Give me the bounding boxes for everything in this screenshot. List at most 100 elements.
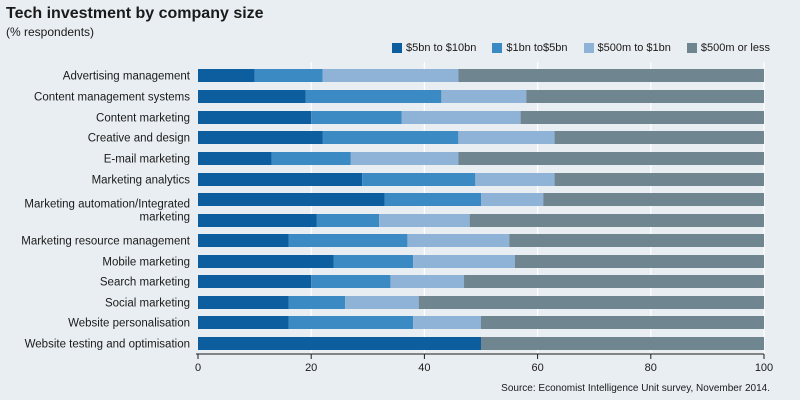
chart-title: Tech investment by company size (6, 5, 264, 22)
bar-segment (198, 173, 363, 186)
bar-segment (458, 131, 555, 144)
legend-item-5bn-10bn: $5bn to $10bn (391, 42, 477, 54)
category-label-line: Search marketing (100, 277, 190, 289)
chart-subtitle: (% respondents) (6, 25, 95, 39)
chart-source: Source: Economist Intelligence Unit surv… (501, 383, 770, 394)
category-label-line: Website testing and optimisation (25, 339, 190, 351)
bar-segment (469, 214, 764, 227)
bar-segment (311, 111, 402, 124)
bar-segment (441, 90, 527, 103)
bar-segment (288, 234, 408, 247)
bar-segment (198, 214, 317, 227)
bar-segment (198, 234, 289, 247)
legend-label: $1bn to$5bn (506, 42, 568, 54)
category-label-line: Advertising management (63, 71, 191, 83)
category-label-line: marketing (140, 212, 191, 224)
x-tick-label: 100 (755, 362, 773, 374)
bar-segment (458, 152, 764, 165)
category-label-line: Creative and design (88, 133, 190, 145)
bar-segment (379, 214, 470, 227)
category-label-line: Marketing automation/Integrated (24, 199, 190, 211)
bar-segment (526, 90, 764, 103)
bar-segment (475, 173, 555, 186)
x-tick-label: 60 (531, 362, 543, 374)
legend-swatch (686, 43, 697, 53)
legend-item-500m-1bn: $500m to $1bn (583, 42, 671, 54)
bar-segment (316, 214, 380, 227)
category-label: Advertising management (63, 71, 191, 83)
bar-segment (271, 152, 351, 165)
bar-segment (198, 111, 312, 124)
bar-segment (333, 255, 414, 268)
bar-segment (198, 131, 323, 144)
bar-segment (481, 193, 544, 206)
bar-segment (198, 152, 272, 165)
category-label: Website personalisation (68, 318, 190, 330)
category-label: Marketing resource management (21, 236, 191, 248)
category-label-line: Content management systems (34, 92, 190, 104)
category-label-line: Marketing resource management (21, 236, 191, 248)
bar-segment (413, 316, 481, 329)
bar-segment (458, 69, 764, 82)
bar-segment (254, 69, 323, 82)
category-label: Mobile marketing (102, 257, 190, 269)
bar-segment (198, 275, 312, 288)
bar-segment (288, 296, 346, 309)
x-tick-label: 80 (645, 362, 657, 374)
category-label: Content marketing (96, 113, 190, 125)
bar-segment (350, 152, 459, 165)
bar-segment (407, 234, 510, 247)
category-label: Website testing and optimisation (25, 339, 190, 351)
legend-swatch (583, 43, 594, 53)
bar-segment (362, 173, 476, 186)
category-label-line: Mobile marketing (102, 257, 190, 269)
category-label-line: Marketing analytics (92, 175, 191, 187)
category-label: Search marketing (100, 277, 190, 289)
legend: $5bn to $10bn $1bn to$5bn $500m to $1bn … (391, 42, 770, 54)
x-tick-label: 40 (418, 362, 430, 374)
bar-segment (198, 193, 385, 206)
category-label: E-mail marketing (104, 154, 190, 166)
bar-segment (384, 193, 481, 206)
x-tick-label: 0 (195, 362, 201, 374)
bar-segment (198, 69, 255, 82)
bar-segment (464, 275, 764, 288)
bar-segment (520, 111, 764, 124)
bar-segment (481, 316, 764, 329)
legend-item-500m-or-less: $500m or less (686, 42, 770, 54)
legend-item-1bn-5bn: $1bn to$5bn (492, 42, 568, 54)
bar-segment (198, 316, 289, 329)
category-label-line: Website personalisation (68, 318, 190, 330)
bar-segment (413, 255, 515, 268)
category-label-line: Social marketing (105, 298, 190, 310)
bar-segment (554, 131, 764, 144)
bar-segment (322, 131, 459, 144)
bar-segment (198, 296, 289, 309)
category-label: Creative and design (88, 133, 190, 145)
legend-swatch (391, 43, 402, 53)
bar-segment (418, 296, 764, 309)
bar-segment (390, 275, 465, 288)
legend-label: $5bn to $10bn (405, 42, 477, 54)
category-label: Marketing automation/Integrated marketing (24, 199, 190, 224)
bar-segment (322, 69, 459, 82)
legend-label: $500m or less (700, 42, 770, 54)
legend-label: $500m to $1bn (597, 42, 671, 54)
category-label-line: E-mail marketing (104, 154, 190, 166)
bar-segment (288, 316, 414, 329)
bar-segment (311, 275, 391, 288)
bar-segment (345, 296, 419, 309)
bar-segment (481, 337, 764, 350)
bar-segment (554, 173, 764, 186)
bar-segment (198, 90, 306, 103)
bar-segment (198, 255, 334, 268)
category-label-line: Content marketing (96, 113, 190, 125)
bar-segment (509, 234, 764, 247)
category-label: Social marketing (105, 298, 190, 310)
bar-segment (514, 255, 764, 268)
bar-segment (543, 193, 764, 206)
category-label: Content management systems (34, 92, 190, 104)
bar-segment (198, 337, 481, 350)
category-label: Marketing analytics (92, 175, 191, 187)
